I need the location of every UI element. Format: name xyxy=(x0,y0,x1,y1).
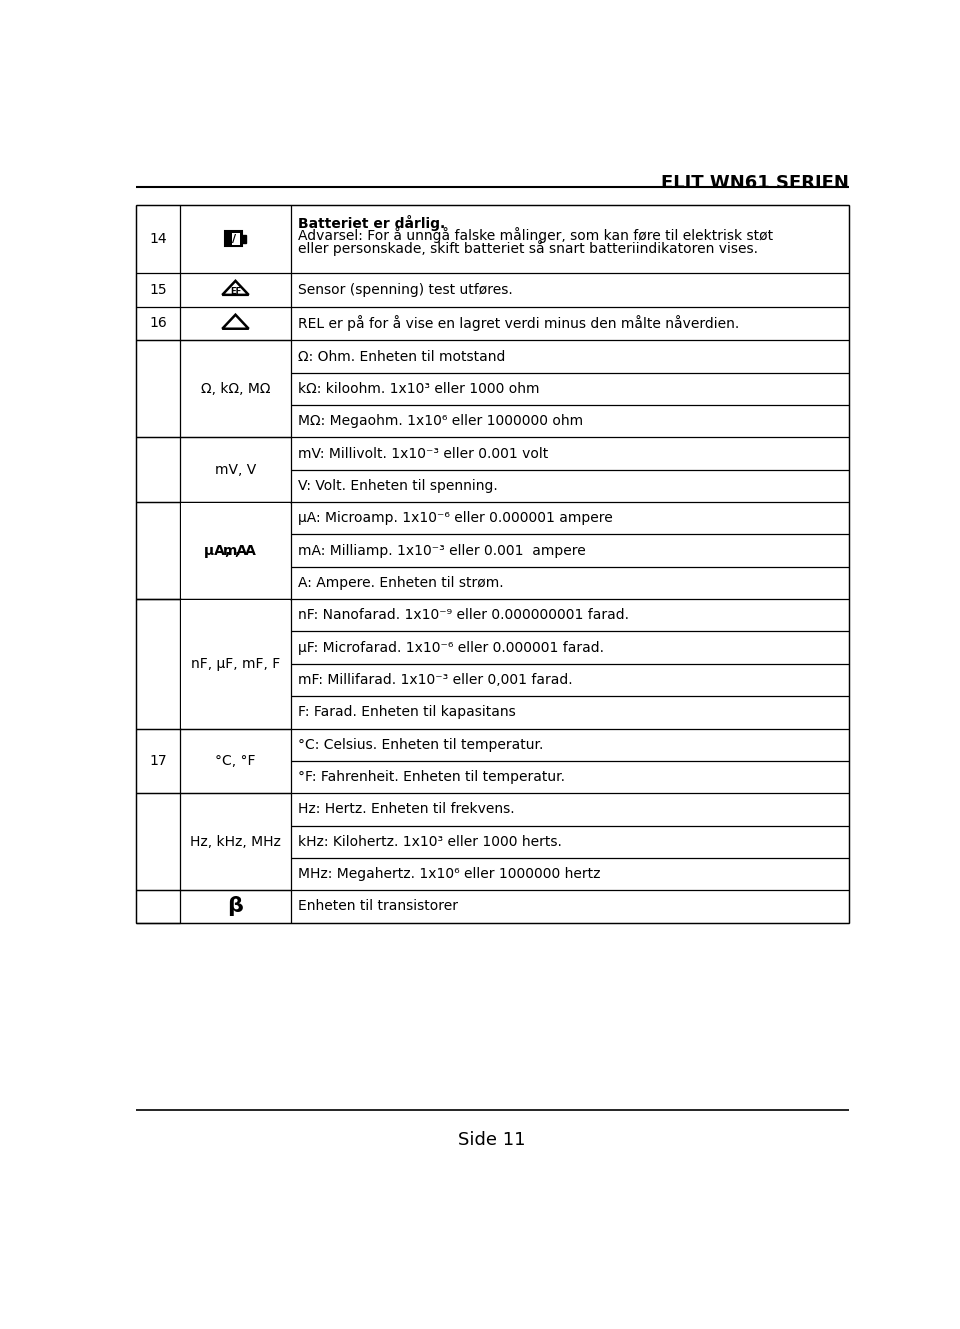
Text: μA, mA, A: μA, mA, A xyxy=(202,544,270,558)
Text: , A: , A xyxy=(235,544,256,558)
Text: nF, μF, mF, F: nF, μF, mF, F xyxy=(191,657,280,671)
Text: kHz: Kilohertz. 1x10³ eller 1000 herts.: kHz: Kilohertz. 1x10³ eller 1000 herts. xyxy=(299,835,563,849)
Text: Hz, kHz, MHz: Hz, kHz, MHz xyxy=(190,835,281,849)
Text: °F: Fahrenheit. Enheten til temperatur.: °F: Fahrenheit. Enheten til temperatur. xyxy=(299,769,565,784)
FancyBboxPatch shape xyxy=(242,235,246,243)
Text: mV, V: mV, V xyxy=(215,462,256,477)
Text: A: Ampere. Enheten til strøm.: A: Ampere. Enheten til strøm. xyxy=(299,575,504,590)
Text: Ω: Ohm. Enheten til motstand: Ω: Ohm. Enheten til motstand xyxy=(299,350,506,364)
Text: μA: Microamp. 1x10⁻⁶ eller 0.000001 ampere: μA: Microamp. 1x10⁻⁶ eller 0.000001 ampe… xyxy=(299,512,613,525)
Bar xyxy=(181,599,290,728)
Text: 17: 17 xyxy=(149,754,167,768)
FancyBboxPatch shape xyxy=(227,233,232,245)
Bar xyxy=(181,502,290,598)
Text: nF, μF, mF, F: nF, μF, mF, F xyxy=(191,657,280,671)
Text: Batteriet er dårlig.: Batteriet er dårlig. xyxy=(299,215,445,231)
Text: mV: Millivolt. 1x10⁻³ eller 0.001 volt: mV: Millivolt. 1x10⁻³ eller 0.001 volt xyxy=(299,447,548,461)
Text: 16: 16 xyxy=(149,316,167,331)
Text: mA: mA xyxy=(223,544,248,558)
Text: μF: Microfarad. 1x10⁻⁶ eller 0.000001 farad.: μF: Microfarad. 1x10⁻⁶ eller 0.000001 fa… xyxy=(299,641,604,655)
Text: REL er på for å vise en lagret verdi minus den målte nåverdien.: REL er på for å vise en lagret verdi min… xyxy=(299,315,739,331)
Text: kΩ: kiloohm. 1x10³ eller 1000 ohm: kΩ: kiloohm. 1x10³ eller 1000 ohm xyxy=(299,381,540,396)
Text: EF: EF xyxy=(229,287,241,296)
Text: ELIT WN61 SERIEN: ELIT WN61 SERIEN xyxy=(660,174,849,193)
Text: 14: 14 xyxy=(149,231,167,246)
Text: 15: 15 xyxy=(149,283,167,296)
Text: Sensor (spenning) test utføres.: Sensor (spenning) test utføres. xyxy=(299,283,513,296)
Text: β: β xyxy=(228,896,244,917)
Text: mF: Millifarad. 1x10⁻³ eller 0,001 farad.: mF: Millifarad. 1x10⁻³ eller 0,001 farad… xyxy=(299,672,573,687)
Text: mA: Milliamp. 1x10⁻³ eller 0.001  ampere: mA: Milliamp. 1x10⁻³ eller 0.001 ampere xyxy=(299,544,586,558)
Text: nF: Nanofarad. 1x10⁻⁹ eller 0.000000001 farad.: nF: Nanofarad. 1x10⁻⁹ eller 0.000000001 … xyxy=(299,609,629,622)
Text: Ω, kΩ, MΩ: Ω, kΩ, MΩ xyxy=(201,381,270,396)
Text: Side 11: Side 11 xyxy=(458,1131,526,1150)
Text: Advarsel: For å unngå falske målinger, som kan føre til elektrisk støt: Advarsel: For å unngå falske målinger, s… xyxy=(299,227,774,243)
Text: MΩ: Megaohm. 1x10⁶ eller 1000000 ohm: MΩ: Megaohm. 1x10⁶ eller 1000000 ohm xyxy=(299,415,584,428)
Text: °C, °F: °C, °F xyxy=(215,754,255,768)
Text: °C: Celsius. Enheten til temperatur.: °C: Celsius. Enheten til temperatur. xyxy=(299,738,543,752)
Text: Hz: Hertz. Enheten til frekvens.: Hz: Hertz. Enheten til frekvens. xyxy=(299,803,515,816)
Text: μA,: μA, xyxy=(204,544,235,558)
Text: /: / xyxy=(232,234,236,243)
Text: F: Farad. Enheten til kapasitans: F: Farad. Enheten til kapasitans xyxy=(299,706,516,719)
Text: Enheten til transistorer: Enheten til transistorer xyxy=(299,900,458,913)
Text: MHz: Megahertz. 1x10⁶ eller 1000000 hertz: MHz: Megahertz. 1x10⁶ eller 1000000 hert… xyxy=(299,867,601,881)
FancyBboxPatch shape xyxy=(226,231,242,246)
FancyBboxPatch shape xyxy=(227,233,240,245)
Text: eller personskade, skift batteriet så snart batteriindikatoren vises.: eller personskade, skift batteriet så sn… xyxy=(299,239,758,255)
Text: V: Volt. Enheten til spenning.: V: Volt. Enheten til spenning. xyxy=(299,478,498,493)
